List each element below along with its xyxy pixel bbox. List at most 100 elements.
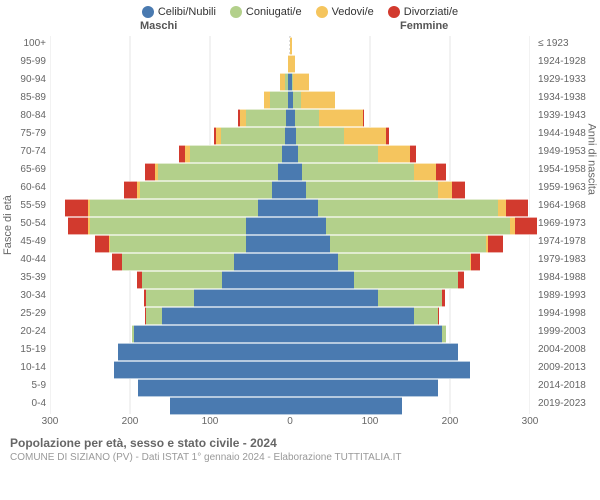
pyramid-row: 20-241999-2003 bbox=[0, 324, 600, 342]
bar-segment bbox=[146, 289, 194, 307]
bar-segment bbox=[293, 73, 309, 91]
bar-segment bbox=[158, 163, 278, 181]
pyramid-row: 10-142009-2013 bbox=[0, 360, 600, 378]
bar-area bbox=[50, 217, 530, 233]
birth-year-label: 1994-1998 bbox=[538, 308, 596, 319]
male-bar bbox=[50, 325, 290, 341]
male-bar bbox=[50, 109, 290, 125]
bar-segment bbox=[146, 307, 162, 325]
age-label: 70-74 bbox=[4, 146, 46, 157]
bar-segment bbox=[378, 145, 410, 163]
birth-year-label: 1959-1963 bbox=[538, 182, 596, 193]
birth-year-label: 1964-1968 bbox=[538, 200, 596, 211]
age-label: 20-24 bbox=[4, 326, 46, 337]
birth-year-label: 1944-1948 bbox=[538, 128, 596, 139]
bar-segment bbox=[438, 181, 452, 199]
bar-segment bbox=[270, 91, 288, 109]
bar-segment bbox=[290, 37, 292, 55]
male-bar bbox=[50, 55, 290, 71]
pyramid-row: 70-74 1949-1953 bbox=[0, 144, 600, 162]
bar-area bbox=[50, 55, 530, 71]
x-tick: 0 bbox=[287, 416, 293, 427]
bar-segment bbox=[344, 127, 386, 145]
male-bar bbox=[50, 361, 290, 377]
pyramid-row: 5-92014-2018 bbox=[0, 378, 600, 396]
birth-year-label: 1974-1978 bbox=[538, 236, 596, 247]
legend-label: Coniugati/e bbox=[246, 6, 302, 18]
bar-segment bbox=[452, 181, 465, 199]
pyramid-rows: 100+≤ 192395-991924-192890-941929-193385… bbox=[0, 36, 600, 414]
female-bar bbox=[290, 91, 530, 107]
bar-segment bbox=[290, 343, 458, 361]
bar-area bbox=[50, 73, 530, 89]
bar-segment bbox=[338, 253, 470, 271]
bar-segment bbox=[386, 127, 389, 145]
male-bar bbox=[50, 343, 290, 359]
female-bar bbox=[290, 361, 530, 377]
female-bar bbox=[290, 145, 530, 161]
bar-segment bbox=[272, 181, 290, 199]
bar-segment bbox=[140, 181, 272, 199]
bar-segment bbox=[306, 181, 438, 199]
bar-segment bbox=[122, 253, 234, 271]
pyramid-row: 60-641959-1963 bbox=[0, 180, 600, 198]
bar-segment bbox=[222, 271, 290, 289]
legend: Celibi/Nubili Coniugati/e Vedovi/e Divor… bbox=[0, 0, 600, 20]
bar-area bbox=[50, 181, 530, 197]
bar-segment bbox=[442, 289, 445, 307]
pyramid-row: 90-941929-1933 bbox=[0, 72, 600, 90]
male-bar bbox=[50, 37, 290, 53]
bar-segment bbox=[498, 199, 506, 217]
bar-segment bbox=[290, 307, 414, 325]
bar-segment bbox=[290, 199, 318, 217]
pyramid-row: 65-691954-1958 bbox=[0, 162, 600, 180]
female-bar bbox=[290, 397, 530, 413]
x-tick: 200 bbox=[122, 416, 139, 427]
age-label: 10-14 bbox=[4, 362, 46, 373]
x-tick: 200 bbox=[442, 416, 459, 427]
bar-segment bbox=[234, 253, 290, 271]
male-bar bbox=[50, 145, 290, 161]
bar-segment bbox=[354, 271, 458, 289]
age-label: 65-69 bbox=[4, 164, 46, 175]
pyramid-row: 95-991924-1928 bbox=[0, 54, 600, 72]
legend-swatch bbox=[230, 6, 242, 18]
male-bar bbox=[50, 181, 290, 197]
x-tick: 100 bbox=[202, 416, 219, 427]
bar-segment bbox=[221, 127, 285, 145]
age-label: 5-9 bbox=[4, 380, 46, 391]
male-bar bbox=[50, 307, 290, 323]
bar-segment bbox=[68, 217, 89, 235]
bar-segment bbox=[170, 397, 290, 415]
legend-swatch bbox=[142, 6, 154, 18]
birth-year-label: 1949-1953 bbox=[538, 146, 596, 157]
pyramid-row: 25-291994-1998 bbox=[0, 306, 600, 324]
bar-area bbox=[50, 379, 530, 395]
bar-segment bbox=[290, 235, 330, 253]
bar-segment bbox=[290, 361, 470, 379]
bar-segment bbox=[290, 145, 298, 163]
legend-item: Celibi/Nubili bbox=[142, 6, 216, 18]
female-bar bbox=[290, 181, 530, 197]
pyramid-row: 55-59 1964-1968 bbox=[0, 198, 600, 216]
male-bar bbox=[50, 199, 290, 215]
bar-segment bbox=[298, 145, 378, 163]
header-male: Maschi bbox=[140, 20, 177, 32]
legend-swatch bbox=[388, 6, 400, 18]
bar-segment bbox=[65, 199, 87, 217]
bar-segment bbox=[282, 145, 290, 163]
bar-segment bbox=[410, 145, 416, 163]
legend-label: Celibi/Nubili bbox=[158, 6, 216, 18]
age-label: 55-59 bbox=[4, 200, 46, 211]
bar-area bbox=[50, 325, 530, 341]
birth-year-label: ≤ 1923 bbox=[538, 38, 596, 49]
birth-year-label: 1989-1993 bbox=[538, 290, 596, 301]
bar-area bbox=[50, 145, 530, 161]
legend-swatch bbox=[316, 6, 328, 18]
bar-segment bbox=[194, 289, 290, 307]
bar-segment bbox=[302, 163, 414, 181]
birth-year-label: 1929-1933 bbox=[538, 74, 596, 85]
bar-segment bbox=[290, 397, 402, 415]
bar-area bbox=[50, 109, 530, 125]
female-bar bbox=[290, 289, 530, 305]
